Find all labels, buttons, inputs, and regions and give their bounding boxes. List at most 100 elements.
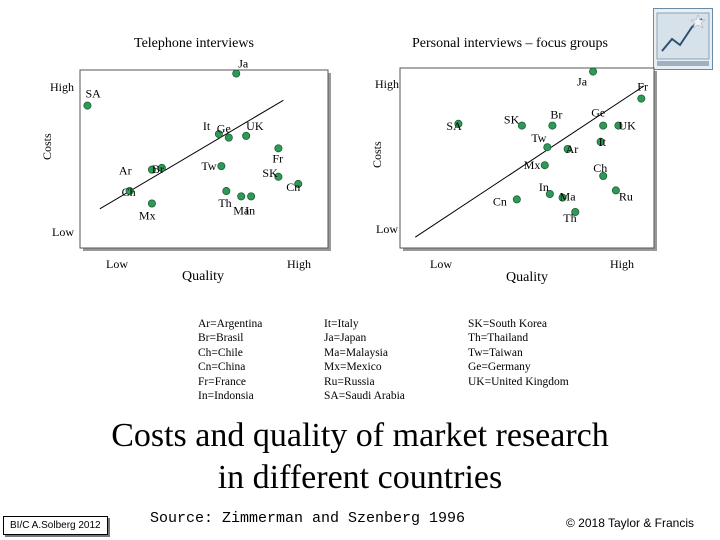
- data-point-it: [214, 130, 223, 139]
- legend-column-2: It=Italy Ja=Japan Ma=Malaysia Mx=Mexico …: [324, 317, 405, 403]
- data-label-sk: SK: [262, 166, 278, 180]
- data-point-ar: [147, 165, 156, 174]
- data-point-fr: [637, 94, 646, 103]
- source-note: Source: Zimmerman and Szenberg 1996: [150, 510, 466, 527]
- legend-entry: Fr=France: [198, 375, 246, 388]
- chart2-x-tick-high: High: [610, 257, 634, 271]
- data-point-tw: [543, 143, 552, 152]
- data-point-br: [157, 163, 166, 172]
- data-label-fr: Fr: [637, 80, 648, 94]
- data-point-ar: [563, 144, 572, 153]
- data-label-th: Th: [218, 196, 231, 210]
- data-point-cn: [294, 179, 303, 188]
- legend-column-1: Ar=Argentina Br=Brasil Ch=Chile Cn=China…: [198, 317, 262, 403]
- chart2-x-tick-low: Low: [430, 257, 452, 271]
- chart1-title: Telephone interviews: [134, 36, 254, 51]
- legend-entry: Ru=Russia: [324, 375, 375, 388]
- data-point-in: [545, 189, 554, 198]
- data-point-ru: [611, 186, 620, 195]
- author-credit-box: BI/C A.Solberg 2012: [3, 516, 108, 535]
- chart1-y-tick-high: High: [50, 80, 74, 94]
- data-label-sa: SA: [85, 87, 101, 101]
- data-point-ma: [558, 193, 567, 202]
- slide-title-line-2: in different countries: [217, 459, 503, 496]
- data-label-ch: Ch: [593, 161, 607, 175]
- data-label-ru: Ru: [619, 189, 633, 203]
- data-point-fr: [274, 144, 283, 153]
- data-point-sk: [517, 121, 526, 130]
- legend-entry: Th=Thailand: [468, 332, 529, 345]
- data-label-mx: Mx: [524, 158, 541, 172]
- data-point-sa: [83, 101, 92, 110]
- chart2-x-label: Quality: [506, 270, 548, 285]
- data-label-it: It: [599, 135, 607, 149]
- data-point-ge: [599, 121, 608, 130]
- chart2-y-tick-high: High: [375, 77, 399, 91]
- legend-entry: Ch=Chile: [198, 346, 243, 359]
- legend-entry: SA=Saudi Arabia: [324, 390, 405, 403]
- data-point-ja: [232, 69, 241, 78]
- chart2-frame: [399, 67, 655, 249]
- data-point-cn: [512, 195, 521, 204]
- data-point-tw: [217, 162, 226, 171]
- legend-entry: In=Indonsia: [198, 390, 254, 403]
- legend-entry: It=Italy: [324, 318, 359, 330]
- data-label-ja: Ja: [238, 57, 249, 71]
- publisher-logo: [653, 8, 713, 70]
- data-label-tw: Tw: [201, 159, 216, 173]
- chart2-trend-line: [414, 85, 645, 238]
- legend-column-3: SK=South Korea Th=Thailand Tw=Taiwan Ge=…: [468, 317, 569, 389]
- data-label-mx: Mx: [139, 209, 156, 223]
- data-label-cn: Cn: [493, 194, 507, 208]
- legend-entry: SK=South Korea: [468, 318, 547, 330]
- data-point-in: [247, 192, 256, 201]
- legend-entry: Br=Brasil: [198, 332, 244, 345]
- data-label-cn: Cn: [286, 180, 300, 194]
- chart1-x-tick-low: Low: [106, 257, 128, 271]
- data-label-tw: Tw: [531, 131, 546, 145]
- chart2-y-tick-low: Low: [376, 222, 398, 236]
- data-label-in: In: [245, 203, 255, 217]
- legend-entry: Ma=Malaysia: [324, 346, 388, 359]
- data-label-sk: SK: [504, 113, 520, 127]
- data-point-uk: [614, 121, 623, 130]
- data-point-sa: [454, 119, 463, 128]
- data-label-br: Br: [550, 108, 562, 122]
- data-label-it: It: [203, 119, 211, 133]
- data-point-ch: [599, 171, 608, 180]
- legend-entry: Mx=Mexico: [324, 361, 382, 374]
- data-point-mx: [147, 199, 156, 208]
- data-point-sk: [274, 172, 283, 181]
- data-label-ge: Ge: [591, 106, 605, 120]
- legend-entry: Ge=Germany: [468, 361, 531, 374]
- data-label-ja: Ja: [577, 75, 588, 89]
- data-label-th: Th: [563, 211, 576, 225]
- data-label-uk: UK: [618, 119, 636, 133]
- chart1-y-label: Costs: [40, 133, 54, 160]
- chart2-title: Personal interviews – focus groups: [412, 36, 608, 51]
- data-label-ch: Ch: [122, 185, 136, 199]
- legend-entry: Ja=Japan: [324, 332, 367, 345]
- legend-entry: Tw=Taiwan: [468, 346, 523, 359]
- data-label-sa: SA: [446, 119, 462, 133]
- data-label-uk: UK: [246, 119, 264, 133]
- data-label-in: In: [539, 180, 549, 194]
- data-point-th: [222, 187, 231, 196]
- data-label-fr: Fr: [272, 151, 283, 165]
- data-label-br: Br: [152, 162, 164, 176]
- data-label-ma: Ma: [560, 190, 577, 204]
- legend-entry: Cn=China: [198, 361, 246, 374]
- data-point-ja: [589, 67, 598, 76]
- data-label-ma: Ma: [233, 203, 250, 217]
- data-point-br: [548, 121, 557, 130]
- chart1-frame: [79, 69, 329, 249]
- data-label-ar: Ar: [119, 164, 132, 178]
- data-point-ch: [125, 187, 134, 196]
- data-point-uk: [242, 131, 251, 140]
- data-point-ge: [224, 133, 233, 142]
- legend-entry: Ar=Argentina: [198, 318, 263, 330]
- data-point-th: [571, 207, 580, 216]
- data-label-ar: Ar: [566, 142, 579, 156]
- slide-title-line-1: Costs and quality of market research: [111, 417, 609, 454]
